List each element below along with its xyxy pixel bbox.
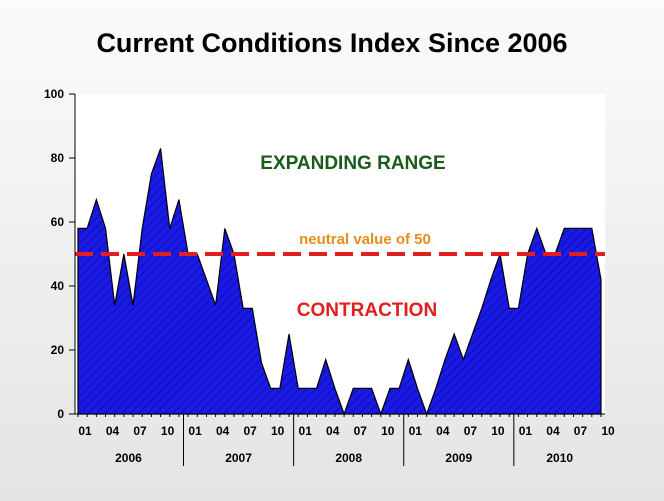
x-tick-label: 10 bbox=[491, 424, 505, 438]
expanding-range-label: EXPANDING RANGE bbox=[260, 153, 445, 174]
y-tick-label: 80 bbox=[51, 151, 65, 165]
x-tick-label: 10 bbox=[381, 424, 395, 438]
chart-title: Current Conditions Index Since 2006 bbox=[96, 28, 568, 58]
year-label: 2009 bbox=[445, 451, 472, 465]
year-label: 2006 bbox=[115, 451, 142, 465]
x-tick-label: 07 bbox=[243, 424, 257, 438]
x-tick-label: 04 bbox=[546, 424, 560, 438]
x-tick-label: 04 bbox=[106, 424, 120, 438]
x-tick-label: 01 bbox=[409, 424, 423, 438]
contraction-label: CONTRACTION bbox=[297, 300, 437, 321]
x-tick-label: 04 bbox=[436, 424, 450, 438]
x-tick-label: 07 bbox=[133, 424, 147, 438]
x-tick-label: 10 bbox=[601, 424, 615, 438]
x-tick-label: 10 bbox=[271, 424, 285, 438]
y-tick-label: 60 bbox=[51, 215, 65, 229]
x-tick-label: 07 bbox=[464, 424, 478, 438]
x-tick-label: 01 bbox=[299, 424, 313, 438]
neutral-value-label: neutral value of 50 bbox=[299, 231, 431, 248]
x-tick-label: 07 bbox=[574, 424, 588, 438]
x-tick-label: 10 bbox=[161, 424, 175, 438]
x-tick-label: 04 bbox=[216, 424, 230, 438]
y-tick-label: 0 bbox=[57, 407, 64, 421]
x-tick-label: 01 bbox=[78, 424, 92, 438]
y-tick-label: 100 bbox=[44, 87, 64, 101]
year-label: 2007 bbox=[225, 451, 252, 465]
x-tick-label: 01 bbox=[188, 424, 202, 438]
y-tick-label: 40 bbox=[51, 279, 65, 293]
x-tick-label: 07 bbox=[354, 424, 368, 438]
y-tick-label: 20 bbox=[51, 343, 65, 357]
x-tick-label: 04 bbox=[326, 424, 340, 438]
x-tick-label: 01 bbox=[519, 424, 533, 438]
year-label: 2008 bbox=[335, 451, 362, 465]
year-label: 2010 bbox=[546, 451, 573, 465]
